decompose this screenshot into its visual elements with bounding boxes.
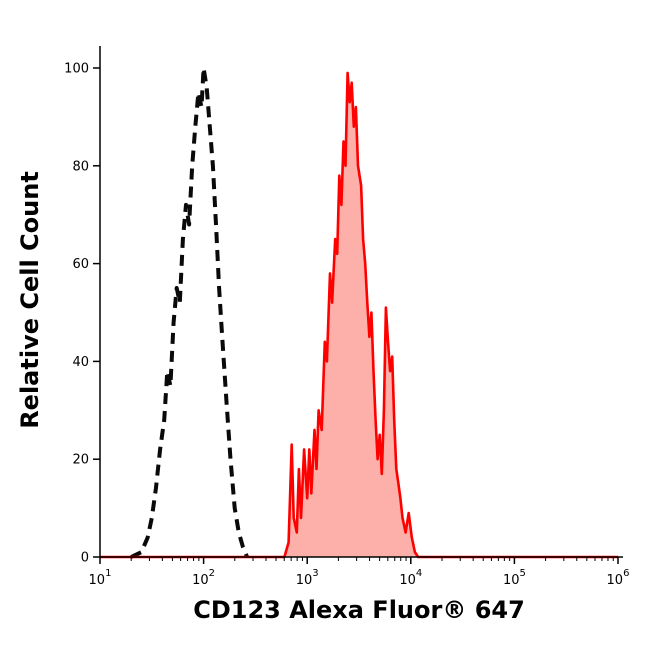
y-tick-label: 20 bbox=[72, 453, 89, 468]
x-tick-label: 101 bbox=[89, 568, 112, 588]
x-tick-label: 103 bbox=[296, 568, 319, 588]
y-tick-label: 100 bbox=[64, 62, 89, 77]
cd123-stained-curve bbox=[100, 71, 618, 559]
unstained-control-curve bbox=[130, 66, 249, 559]
x-tick-label: 106 bbox=[607, 568, 630, 588]
x-tick-label: 105 bbox=[503, 568, 526, 588]
x-tick-label: 104 bbox=[399, 568, 422, 588]
y-tick-label: 40 bbox=[72, 355, 89, 370]
x-tick-label: 102 bbox=[192, 568, 215, 588]
y-tick-label: 0 bbox=[81, 551, 89, 566]
y-axis-label: Relative Cell Count bbox=[16, 171, 44, 429]
x-axis-label: CD123 Alexa Fluor® 647 bbox=[193, 596, 525, 624]
y-tick-label: 80 bbox=[72, 159, 89, 174]
y-tick-label: 60 bbox=[72, 257, 89, 272]
cd123-stained-fill bbox=[100, 72, 618, 558]
